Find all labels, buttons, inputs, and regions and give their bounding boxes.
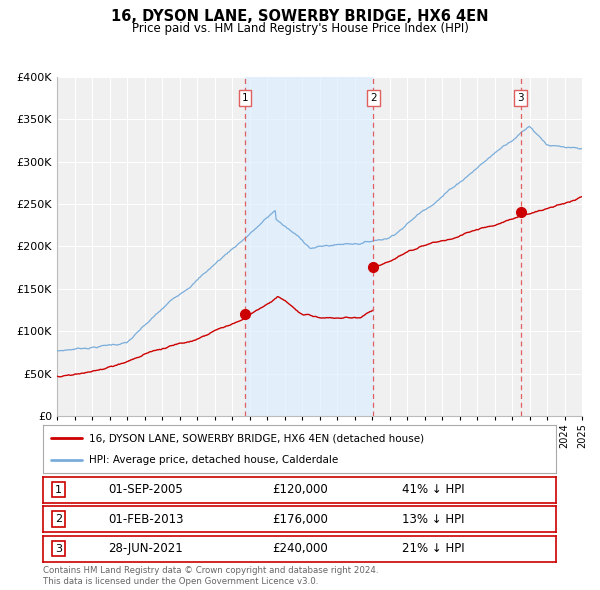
Text: 2: 2 <box>55 514 62 524</box>
Text: 3: 3 <box>55 544 62 553</box>
Text: Price paid vs. HM Land Registry's House Price Index (HPI): Price paid vs. HM Land Registry's House … <box>131 22 469 35</box>
Text: £176,000: £176,000 <box>272 513 328 526</box>
Text: £120,000: £120,000 <box>272 483 328 496</box>
Text: HPI: Average price, detached house, Calderdale: HPI: Average price, detached house, Cald… <box>89 455 338 465</box>
Text: 16, DYSON LANE, SOWERBY BRIDGE, HX6 4EN: 16, DYSON LANE, SOWERBY BRIDGE, HX6 4EN <box>111 9 489 24</box>
Text: 13% ↓ HPI: 13% ↓ HPI <box>402 513 464 526</box>
Text: 16, DYSON LANE, SOWERBY BRIDGE, HX6 4EN (detached house): 16, DYSON LANE, SOWERBY BRIDGE, HX6 4EN … <box>89 433 424 443</box>
Text: 01-FEB-2013: 01-FEB-2013 <box>108 513 184 526</box>
Text: 3: 3 <box>517 93 524 103</box>
Text: 1: 1 <box>242 93 248 103</box>
Text: 28-JUN-2021: 28-JUN-2021 <box>109 542 183 555</box>
Text: 2: 2 <box>370 93 377 103</box>
Text: 41% ↓ HPI: 41% ↓ HPI <box>402 483 464 496</box>
Text: This data is licensed under the Open Government Licence v3.0.: This data is licensed under the Open Gov… <box>43 577 319 586</box>
Bar <box>245 77 373 416</box>
Text: 01-SEP-2005: 01-SEP-2005 <box>109 483 183 496</box>
Text: 1: 1 <box>55 485 62 494</box>
Text: 21% ↓ HPI: 21% ↓ HPI <box>402 542 464 555</box>
Text: Contains HM Land Registry data © Crown copyright and database right 2024.: Contains HM Land Registry data © Crown c… <box>43 566 379 575</box>
Text: £240,000: £240,000 <box>272 542 328 555</box>
